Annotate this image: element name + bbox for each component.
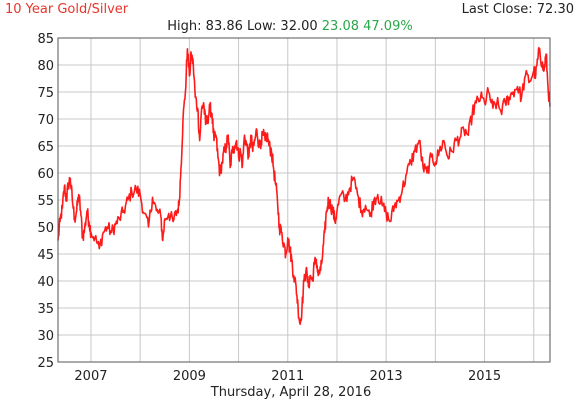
y-tick-label: 85 [37, 32, 54, 47]
grid-lines [58, 38, 550, 362]
y-tick-label: 65 [37, 140, 54, 155]
y-tick-label: 80 [37, 59, 54, 74]
y-tick-label: 60 [37, 167, 54, 182]
x-tick-label: 2009 [173, 369, 206, 384]
last-close-label: Last Close: 72.30 [461, 2, 574, 17]
high-low-stats: High: 83.86 Low: 32.00 23.08 47.09% [0, 19, 580, 34]
x-tick-label: 2011 [271, 369, 304, 384]
change-text: 23.08 47.09% [321, 19, 413, 34]
y-tick-label: 30 [37, 329, 54, 344]
high-low-text: High: 83.86 Low: 32.00 [167, 19, 318, 34]
y-tick-label: 35 [37, 302, 54, 317]
y-tick-label: 40 [37, 275, 54, 290]
x-tick-label: 2013 [370, 369, 403, 384]
chart-title: 10 Year Gold/Silver [5, 2, 129, 17]
y-axis-labels: 25 30 35 40 45 50 55 60 65 70 75 80 85 [37, 32, 54, 371]
x-tick-label: 2007 [74, 369, 107, 384]
x-tick-label: 2015 [468, 369, 501, 384]
x-axis-title: Thursday, April 28, 2016 [210, 385, 371, 400]
y-tick-label: 70 [37, 113, 54, 128]
y-tick-label: 55 [37, 194, 54, 209]
y-tick-label: 75 [37, 86, 54, 101]
x-axis-labels: 2007 2009 2011 2013 2015 [74, 369, 501, 384]
y-tick-label: 25 [37, 356, 54, 371]
y-tick-label: 50 [37, 221, 54, 236]
ratio-series-line [57, 46, 551, 325]
plot-frame [57, 37, 551, 363]
y-tick-label: 45 [37, 248, 54, 263]
